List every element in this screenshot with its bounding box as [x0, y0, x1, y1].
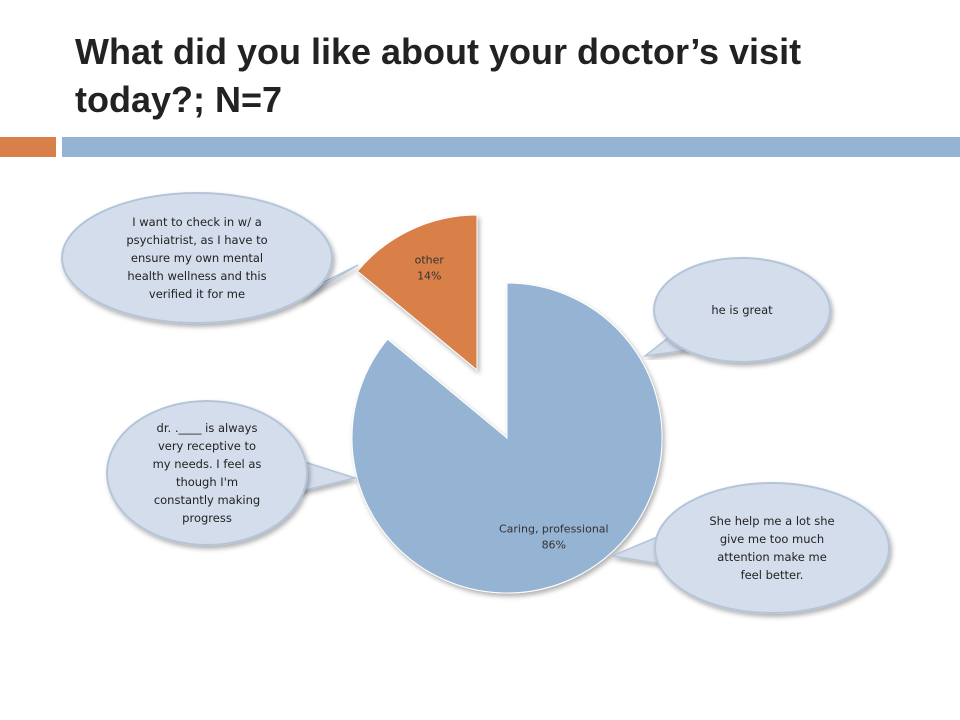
callout-text: She help me a lot she give me too much att… — [709, 514, 834, 582]
slice-value-caring-professional: 86% — [542, 539, 566, 552]
slide-title: What did you like about your doctor’s vi… — [75, 31, 802, 120]
callout-text: dr. .____ is always very receptive to my n… — [153, 421, 262, 525]
slice-label-other: other — [415, 254, 445, 267]
callout-ellipse — [61, 192, 333, 324]
callout-text: I want to check in w/ a psychiatrist, as … — [126, 215, 267, 301]
slice-value-other: 14% — [417, 270, 441, 283]
pie-slice-caring-professional — [351, 282, 663, 594]
title-underline-bar — [62, 137, 960, 157]
title-accent-bar — [0, 137, 56, 157]
callout-ellipse — [653, 257, 831, 363]
callout-bubble-4: She help me a lot she give me too much att… — [609, 482, 890, 614]
slice-label-caring-professional: Caring, professional — [499, 523, 609, 536]
callout-ellipse — [654, 482, 890, 614]
callout-bubble-1: I want to check in w/ a psychiatrist, as … — [61, 192, 359, 324]
callout-ellipse — [106, 400, 308, 546]
callout-bubble-3: dr. .____ is always very receptive to my n… — [106, 400, 358, 546]
callout-text: he is great — [711, 303, 773, 317]
pie-slice-other — [356, 214, 478, 372]
callout-bubble-2: he is great — [642, 257, 831, 363]
